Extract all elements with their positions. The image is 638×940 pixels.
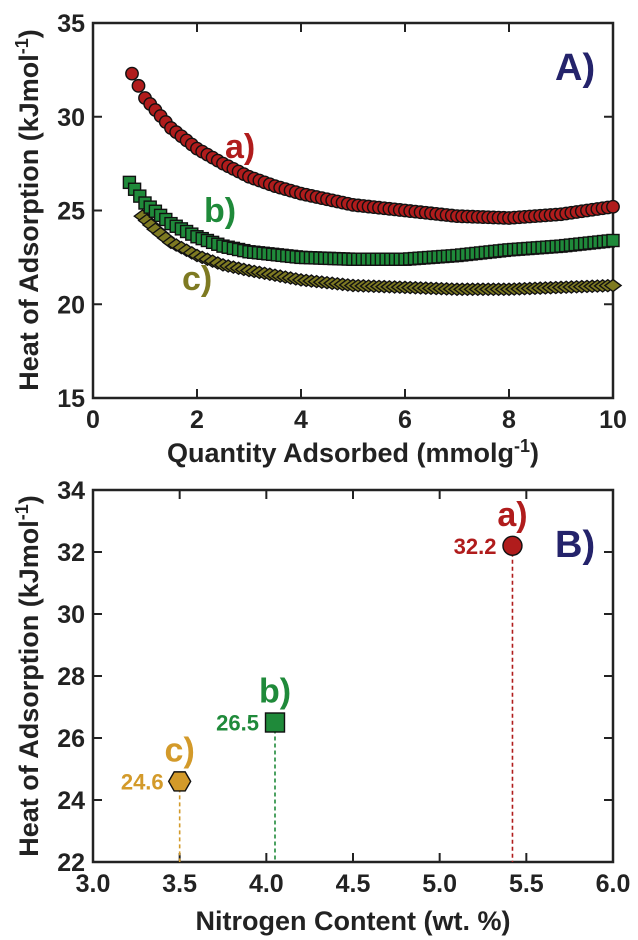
panel-a-series-a-marker-0 [125, 66, 139, 81]
panel-b-y-axis-label: Heat of Adsorption (kJmol-1) [12, 495, 44, 857]
panel-b-plot-frame [91, 488, 615, 864]
panel-a-x-tick-label: 4 [294, 406, 308, 434]
panel-a-series-b [122, 175, 620, 266]
panel-a-chart: 0 2 4 6 8 10 15 20 25 30 35 A) a) b) c) Quantity A… [12, 10, 627, 468]
panel-b-y-tick-label: 22 [57, 849, 85, 877]
panel-b-point-c-marker-0 [167, 771, 192, 792]
panel-a-series-c-label: c) [182, 260, 212, 298]
panel-b-y-tick-label: 34 [57, 477, 85, 505]
panel-a-series-a-marker-1 [131, 78, 146, 93]
panel-a-series [122, 66, 623, 297]
panel-b-point-b-marker-0 [264, 712, 286, 733]
panel-a-x-tick-label: 2 [190, 406, 204, 434]
panel-a-series-b-label: b) [204, 192, 236, 230]
panel-b-x-tick-label: 3.5 [162, 870, 197, 898]
panel-b-point-c-series-label: c) [165, 731, 195, 769]
panel-a-ticks: 0 2 4 6 8 10 15 20 25 30 35 [57, 10, 627, 434]
panel-a-x-tick-label: 10 [599, 406, 627, 434]
panel-b-x-tick-label: 5.0 [422, 870, 457, 898]
panel-b-point-a-marker-0 [502, 535, 523, 556]
panel-a-series-a [125, 66, 620, 225]
panel-b-x-tick-label: 6.0 [596, 870, 631, 898]
panel-b-ticks: 3.0 3.5 4.0 4.5 5.0 5.5 6.0 22 24 26 28 30 32 34 [57, 477, 630, 898]
panel-b-point-a-series-label: a) [497, 496, 527, 534]
panel-b-x-tick-label: 4.5 [336, 870, 371, 898]
panel-b-x-tick-label: 4.0 [249, 870, 284, 898]
panel-b-y-tick-label: 32 [57, 539, 85, 567]
panel-b-y-tick-label: 28 [57, 663, 85, 691]
panel-a-y-tick-label: 15 [57, 385, 85, 413]
panel-b-y-tick-label: 24 [57, 787, 85, 815]
panel-b-y-tick-label: 26 [57, 725, 85, 753]
panel-a-x-tick-label: 8 [502, 406, 516, 434]
panel-a-series-c [133, 209, 623, 297]
panel-b-point-b-series-label: b) [259, 673, 291, 711]
panel-b-x-tick-label: 5.5 [509, 870, 544, 898]
panel-b-points: 32.2a) 26.5b) 24.6c) [121, 496, 528, 862]
panel-b-point-c-value-label: 24.6 [121, 769, 164, 794]
panel-a-series-c-marker-91 [603, 278, 623, 293]
panel-a-y-tick-label: 20 [57, 291, 85, 319]
panel-a-y-tick-label: 35 [57, 10, 85, 38]
panel-a-y-tick-label: 30 [57, 104, 85, 132]
panel-a-x-tick-label: 6 [398, 406, 412, 434]
panel-b-label: B) [555, 524, 595, 566]
panel-b-x-tick-label: 3.0 [76, 870, 111, 898]
panel-b-point-b-value-label: 26.5 [216, 711, 259, 736]
panel-a-y-axis-label: Heat of Adsorption (kJmol-1) [12, 29, 44, 391]
panel-a-y-tick-label: 25 [57, 198, 85, 226]
panel-a-x-axis-label: Quantity Adsorbed (mmolg-1) [167, 436, 539, 468]
panel-a-series-b-marker-100 [606, 233, 620, 248]
panel-a-series-a-label: a) [225, 128, 255, 166]
panel-a-x-tick-label: 0 [86, 406, 100, 434]
panel-a-series-a-marker-92 [606, 199, 620, 214]
panel-b-chart: 3.0 3.5 4.0 4.5 5.0 5.5 6.0 22 24 26 28 30 32 34 32.2… [12, 477, 630, 936]
panel-b-point-a-value-label: 32.2 [454, 534, 497, 559]
panel-a-label: A) [555, 47, 595, 89]
panel-b-y-tick-label: 30 [57, 601, 85, 629]
panel-b-x-axis-label: Nitrogen Content (wt. %) [196, 906, 511, 936]
